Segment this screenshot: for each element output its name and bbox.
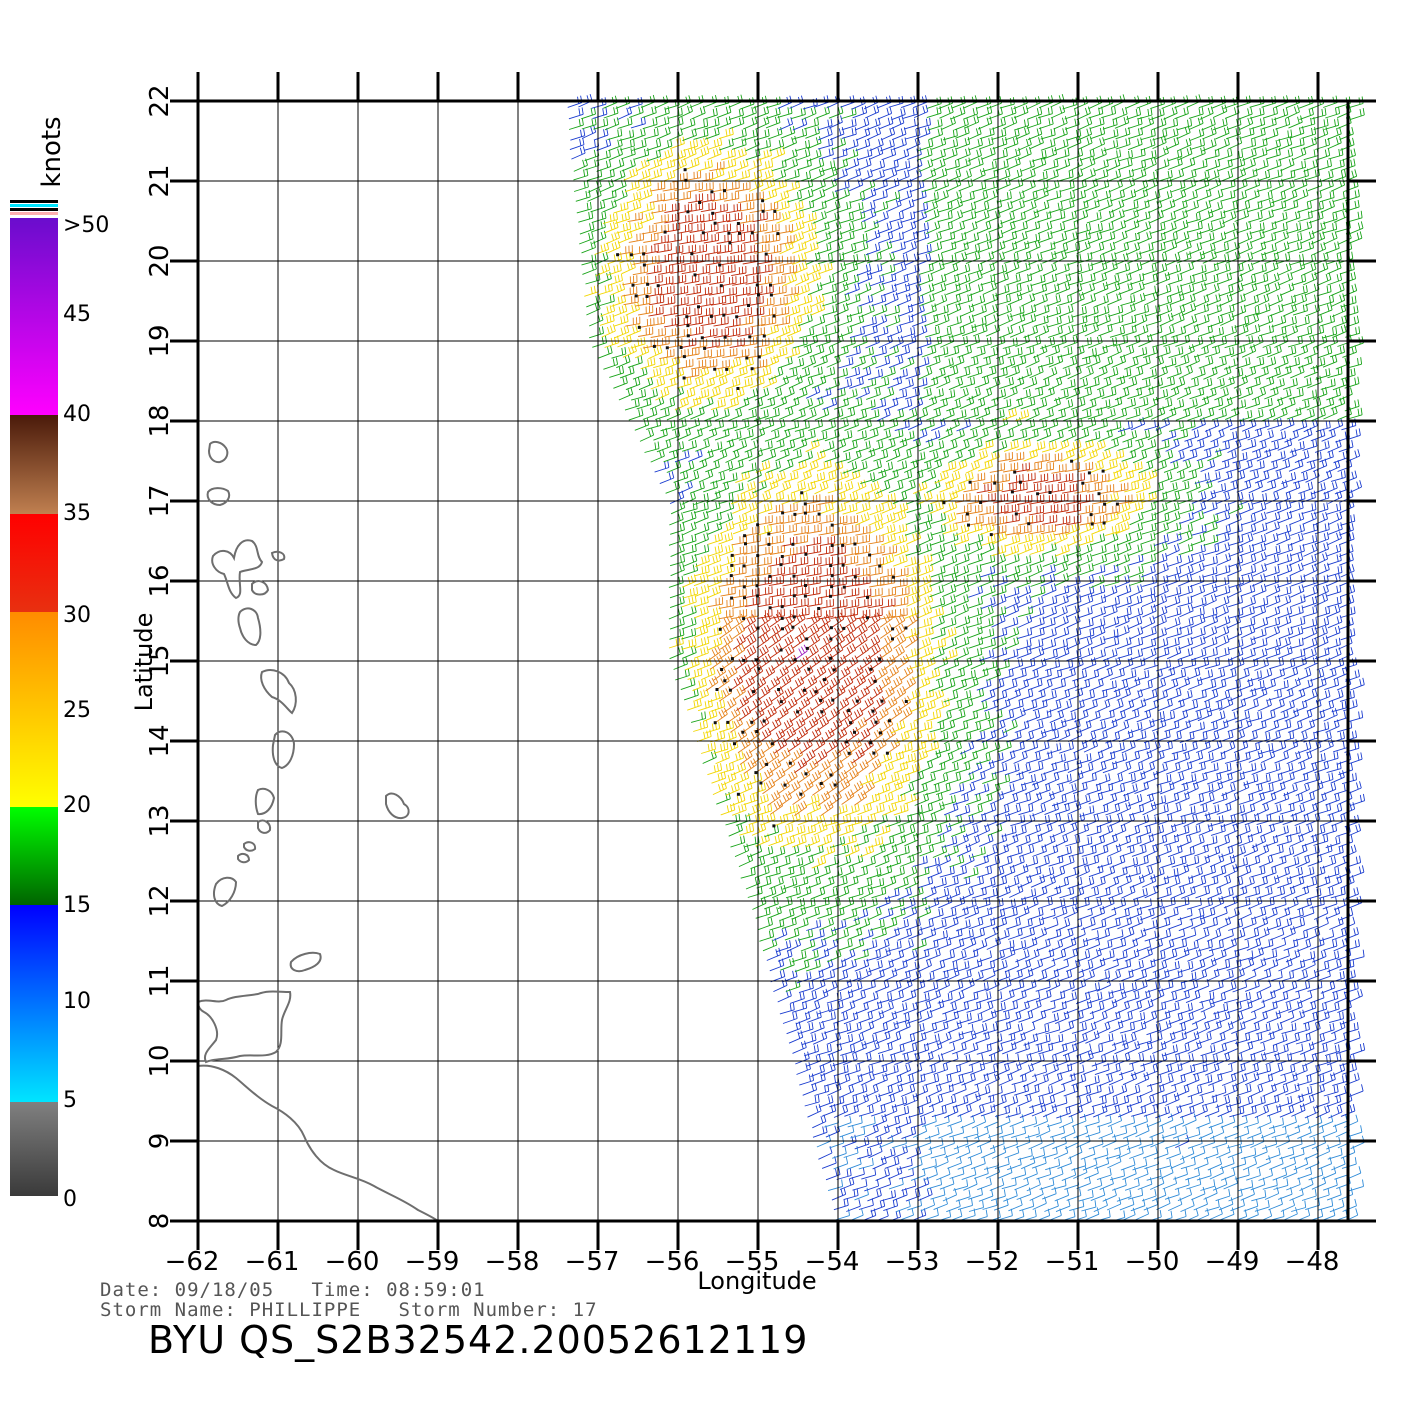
- x-axis-label: Longitude: [697, 1267, 816, 1295]
- colorbar-segment: [10, 218, 58, 415]
- y-tick-label: 9: [145, 1133, 175, 1150]
- coastline: [243, 841, 257, 852]
- colorbar-label: 35: [63, 501, 91, 526]
- storm-info-line: Storm Name: PHILLIPPE Storm Number: 17: [100, 1299, 598, 1321]
- x-tick-label: −48: [1285, 1247, 1340, 1277]
- coastline: [206, 487, 231, 507]
- x-tick-label: −50: [1125, 1247, 1180, 1277]
- y-tick-label: 14: [145, 724, 175, 757]
- colorbar-segment: [10, 514, 58, 612]
- colorbar-legend: 0 5 10 15 20 25 30 35 40 45 >50: [10, 200, 109, 1212]
- colorbar-label: 20: [63, 793, 91, 818]
- colorbar-label: 30: [63, 603, 91, 628]
- colorbar-segment: [10, 807, 58, 905]
- coastline: [213, 876, 238, 908]
- coastline: [271, 730, 296, 770]
- y-tick-label: 11: [145, 964, 175, 997]
- colorbar-label: 0: [63, 1187, 77, 1212]
- colorbar-label: 5: [63, 1088, 77, 1113]
- coastline: [237, 607, 262, 647]
- x-tick-label: −52: [965, 1247, 1020, 1277]
- coastline: [385, 792, 410, 820]
- x-tick-label: −51: [1045, 1247, 1100, 1277]
- coastline-layer: [196, 440, 439, 1222]
- coastline: [260, 669, 297, 715]
- map-frame: [170, 72, 1376, 1250]
- coastline: [207, 440, 229, 464]
- colorbar-segment: [10, 905, 58, 1102]
- colorbar-label: 25: [63, 698, 91, 723]
- colorbar-units: knots: [37, 116, 67, 187]
- colorbar-segment: [10, 415, 58, 514]
- colorbar-label: 45: [63, 302, 91, 327]
- coastline: [254, 787, 276, 816]
- coastline: [196, 990, 292, 1064]
- y-tick-label: 17: [145, 484, 175, 517]
- colorbar-cap: [10, 208, 58, 211]
- y-tick-label: 20: [145, 244, 175, 277]
- y-tick-label: 19: [145, 324, 175, 357]
- grid-lines: [197, 100, 1348, 1222]
- colorbar-label: >50: [63, 213, 109, 238]
- colorbar-segment: [10, 612, 58, 807]
- coastline: [237, 852, 251, 864]
- colorbar-segment: [10, 1102, 58, 1196]
- coastline: [289, 951, 322, 973]
- x-tick-label: −58: [485, 1247, 540, 1277]
- coastline: [251, 580, 270, 596]
- y-tick-label: 22: [145, 84, 175, 117]
- product-title: BYU QS_S2B32542.20052612119: [148, 1318, 809, 1362]
- wind-barbs-layer: [567, 93, 1366, 1223]
- x-tick-label: −62: [165, 1247, 220, 1277]
- y-tick-label: 13: [145, 804, 175, 837]
- colorbar-cap: [10, 212, 58, 215]
- x-tick-label: −61: [245, 1247, 300, 1277]
- y-tick-label: 12: [145, 884, 175, 917]
- y-tick-label: 15: [145, 644, 175, 677]
- colorbar-label: 10: [63, 989, 91, 1014]
- x-tick-label: −53: [885, 1247, 940, 1277]
- y-tick-label: 18: [145, 404, 175, 437]
- y-axis-label: Latitude: [130, 613, 158, 712]
- x-tick-label: −56: [645, 1247, 700, 1277]
- y-tick-label: 16: [145, 564, 175, 597]
- colorbar-label: 15: [63, 893, 91, 918]
- y-tick-label: 10: [145, 1044, 175, 1077]
- colorbar-cap: [10, 204, 58, 207]
- coastline: [257, 819, 272, 834]
- y-tick-label: 8: [145, 1213, 175, 1230]
- x-tick-label: −60: [325, 1247, 380, 1277]
- y-tick-label: 21: [145, 164, 175, 197]
- coastline: [211, 539, 264, 600]
- colorbar-cap: [10, 200, 58, 203]
- date-time-line: Date: 09/18/05 Time: 08:59:01: [100, 1279, 486, 1301]
- x-tick-label: −59: [405, 1247, 460, 1277]
- x-tick-label: −54: [805, 1247, 860, 1277]
- x-tick-label: −55: [725, 1247, 780, 1277]
- colorbar-label: 40: [63, 402, 91, 427]
- coastline: [197, 1064, 439, 1222]
- x-tick-label: −49: [1205, 1247, 1260, 1277]
- coastline: [270, 550, 286, 562]
- x-tick-label: −57: [565, 1247, 620, 1277]
- tick-labels: −62 −61 −60 −59 −58 −57 −56 −55 −54 −53 −52 −51 −50−…: [145, 84, 1339, 1277]
